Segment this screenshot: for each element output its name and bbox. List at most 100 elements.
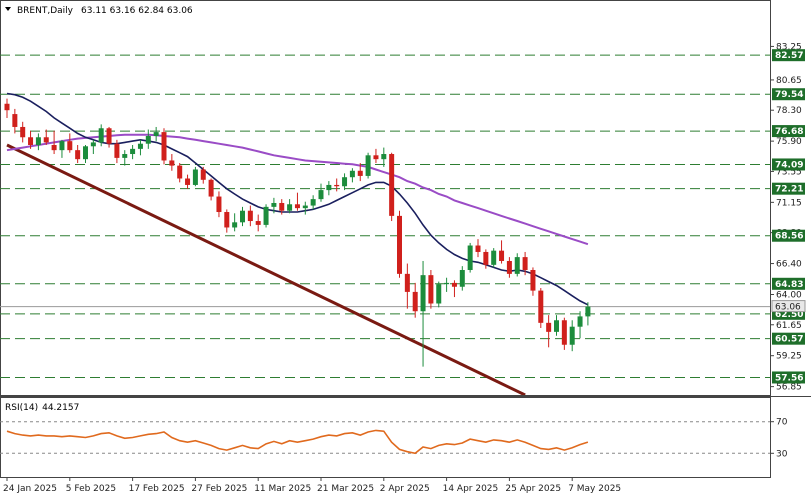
- level-label-box: [772, 371, 805, 384]
- candle-body: [83, 146, 88, 160]
- price-tick-label: 61.65: [776, 321, 802, 331]
- candle-body: [130, 148, 136, 155]
- candle: [247, 205, 253, 227]
- date-tick-label: 21 Mar 2025: [317, 484, 374, 494]
- candle-body: [444, 282, 450, 285]
- candle-body: [381, 154, 387, 160]
- candle-body: [240, 210, 245, 223]
- candle: [569, 320, 575, 352]
- candle: [420, 260, 426, 367]
- candle: [318, 183, 324, 202]
- candle: [302, 201, 308, 215]
- candle: [83, 145, 88, 164]
- candle-body: [585, 306, 591, 317]
- rsi-panel-frame: [0, 397, 771, 478]
- candle: [538, 288, 544, 328]
- candle-body: [569, 326, 575, 345]
- candle: [287, 199, 293, 214]
- candle: [51, 130, 57, 155]
- candle-body: [389, 154, 395, 216]
- descending-trendline: [6, 143, 526, 395]
- candle: [200, 166, 206, 184]
- candle: [349, 168, 355, 183]
- candle-body: [114, 143, 120, 158]
- candle: [43, 129, 49, 145]
- candle-body: [161, 132, 167, 161]
- candle: [357, 163, 363, 182]
- date-axis: 24 Jan 2025 5 Feb 2025 17 Feb 2025 27 Feb 2…: [3, 477, 621, 494]
- candle-body: [318, 190, 324, 200]
- candle-body: [475, 245, 481, 252]
- candle: [98, 124, 104, 147]
- candle-body: [35, 137, 41, 145]
- candle-body: [491, 250, 497, 265]
- candle: [365, 152, 371, 179]
- symbol-label: BRENT: [17, 6, 48, 16]
- candle-body: [51, 145, 57, 151]
- candle-body: [224, 212, 230, 228]
- level-label: 57.56: [775, 373, 803, 383]
- candle-body: [59, 141, 65, 151]
- candle: [224, 209, 230, 233]
- date-tick-label: 5 Feb 2025: [66, 484, 116, 494]
- candle: [67, 133, 73, 153]
- candle: [12, 108, 18, 134]
- candle: [522, 251, 528, 276]
- level-labels: 82.57 79.54 76.68 74.09 72.21 68.56 64.83 62.50…: [771, 49, 806, 384]
- candle-body: [177, 165, 183, 179]
- candle: [106, 126, 112, 148]
- candle-body: [75, 150, 81, 160]
- last-price-label: 63.06: [775, 303, 801, 313]
- candle-body: [397, 215, 402, 274]
- price-header: BRENT,Daily 63.11 63.16 62.84 63.06: [5, 6, 193, 16]
- price-tick-label: 59.25: [776, 352, 802, 362]
- rsi-line: [6, 429, 589, 455]
- candle: [161, 128, 167, 165]
- candle-body: [530, 270, 536, 291]
- date-tick-label: 25 Apr 2025: [505, 484, 561, 494]
- candle-body: [499, 250, 505, 261]
- candle-body: [255, 221, 261, 225]
- candle: [192, 166, 198, 187]
- level-label: 82.57: [775, 51, 803, 61]
- candle-body: [577, 316, 583, 327]
- candle-body: [342, 177, 348, 187]
- level-label-box: [772, 182, 805, 195]
- candle-body: [428, 275, 434, 304]
- candle-body: [302, 205, 308, 209]
- candle: [20, 121, 26, 143]
- date-tick-label: 17 Feb 2025: [129, 484, 185, 494]
- candle: [271, 197, 277, 214]
- fast-moving-average: [6, 92, 589, 306]
- candle-body: [373, 155, 379, 160]
- candle: [114, 139, 120, 164]
- candle-body: [459, 270, 465, 287]
- candle: [475, 239, 481, 258]
- candle-body: [271, 202, 277, 207]
- candle: [294, 192, 300, 211]
- candle: [75, 145, 81, 164]
- candle-body: [232, 222, 238, 228]
- candle: [59, 139, 65, 158]
- candle-body: [247, 210, 253, 222]
- candle-body: [514, 257, 520, 274]
- level-label: 74.09: [775, 160, 803, 170]
- candle: [240, 206, 245, 227]
- price-plot: [4, 92, 591, 395]
- candle-body: [200, 169, 206, 180]
- candle-body: [122, 154, 128, 158]
- date-tick-label: 24 Jan 2025: [3, 484, 57, 494]
- candle: [216, 191, 222, 218]
- candle: [145, 129, 151, 149]
- candle: [483, 249, 489, 269]
- level-label-box: [772, 88, 805, 101]
- collapse-triangle-icon[interactable]: [5, 7, 11, 11]
- candle: [530, 267, 536, 296]
- candle: [208, 178, 214, 201]
- candle-body: [483, 251, 489, 265]
- candle-body: [310, 199, 316, 206]
- candle: [130, 145, 136, 160]
- candle-body: [137, 143, 143, 149]
